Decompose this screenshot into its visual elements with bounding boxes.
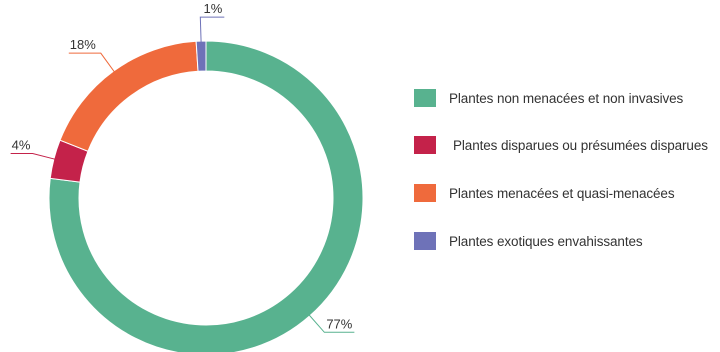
- legend-label: Plantes exotiques envahissantes: [449, 233, 643, 249]
- label-leader-lines: [10, 16, 355, 333]
- legend-item-non-menacees: Plantes non menacées et non invasives: [414, 88, 683, 108]
- leader-line: [68, 52, 116, 73]
- percent-label: 18%: [70, 37, 96, 52]
- legend-swatch: [414, 232, 436, 250]
- percent-labels: 77% 4% 18% 1%: [12, 1, 353, 331]
- percent-label: 1%: [204, 1, 223, 16]
- leader-line: [199, 16, 225, 44]
- legend-swatch: [414, 136, 436, 154]
- slice-menacees: [59, 40, 199, 152]
- slice-exotiques: [195, 40, 207, 72]
- legend-item-exotiques: Plantes exotiques envahissantes: [414, 231, 643, 251]
- legend-label: Plantes menacées et quasi-menacées: [449, 185, 675, 201]
- legend-item-menacees: Plantes menacées et quasi-menacées: [414, 183, 675, 203]
- slice-non-menacees: [48, 40, 364, 352]
- legend-label: Plantes non menacées et non invasives: [449, 90, 684, 106]
- legend-swatch: [414, 184, 436, 202]
- legend-item-disparues: Plantes disparues ou présumées disparues: [414, 135, 708, 155]
- leader-line: [10, 152, 56, 160]
- donut-slices: [48, 40, 364, 352]
- leader-line: [308, 313, 355, 333]
- legend-label: Plantes disparues ou présumées disparues: [453, 137, 708, 153]
- legend-swatch: [414, 89, 436, 107]
- percent-label: 77%: [326, 316, 352, 331]
- percent-label: 4%: [12, 137, 31, 152]
